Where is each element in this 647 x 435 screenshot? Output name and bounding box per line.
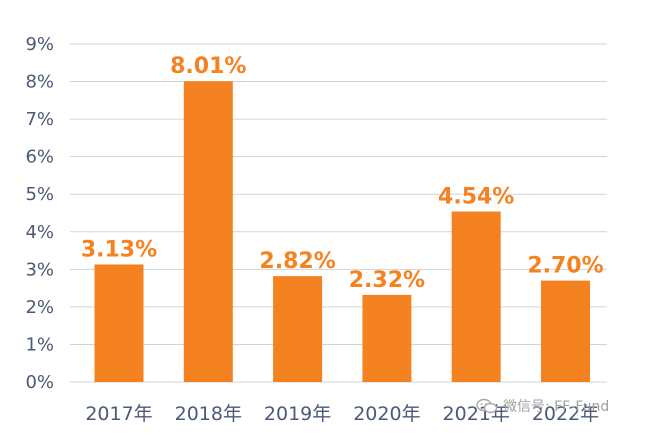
y-tick-label: 0%: [25, 372, 54, 393]
y-tick-label: 2%: [25, 297, 54, 318]
gridlines: [70, 43, 607, 383]
bar: [94, 264, 144, 382]
data-label: 2.70%: [527, 254, 603, 279]
x-tick-label: 2022年: [532, 403, 599, 425]
x-tick-label: 2018年: [175, 403, 242, 425]
y-tick-label: 8%: [25, 72, 54, 93]
bar: [362, 294, 412, 382]
y-tick-label: 9%: [25, 34, 54, 55]
bar: [273, 276, 323, 382]
x-tick-label: 2017年: [85, 403, 152, 425]
data-labels: 3.13% 8.01% 2.82% 2.32% 4.54% 2.70%: [81, 54, 604, 293]
y-tick-label: 6%: [25, 147, 54, 168]
y-tick-label: 7%: [25, 109, 54, 130]
bar: [451, 211, 501, 382]
data-label: 2.82%: [259, 249, 335, 274]
bar: [541, 280, 590, 382]
x-tick-label: 2019年: [264, 403, 331, 425]
data-label: 2.32%: [349, 268, 425, 293]
watermark: 微信号: FF-Fund: [476, 394, 641, 418]
bar: [183, 81, 233, 383]
bars: [94, 81, 590, 383]
y-tick-label: 4%: [25, 222, 54, 243]
data-label: 4.54%: [438, 184, 514, 209]
wechat-icon: [476, 398, 498, 414]
y-tick-label: 1%: [25, 334, 54, 355]
y-axis-ticks: 0% 1% 2% 3% 4% 5% 6% 7% 8% 9%: [25, 34, 54, 393]
x-axis-ticks: 2017年 2018年 2019年 2020年 2021年 2022年: [85, 403, 599, 425]
y-tick-label: 5%: [25, 184, 54, 205]
y-tick-label: 3%: [25, 259, 54, 280]
x-tick-label: 2020年: [353, 403, 420, 425]
data-label: 8.01%: [170, 54, 246, 79]
watermark-text: 微信号: FF-Fund: [503, 399, 610, 415]
data-label: 3.13%: [81, 237, 157, 262]
